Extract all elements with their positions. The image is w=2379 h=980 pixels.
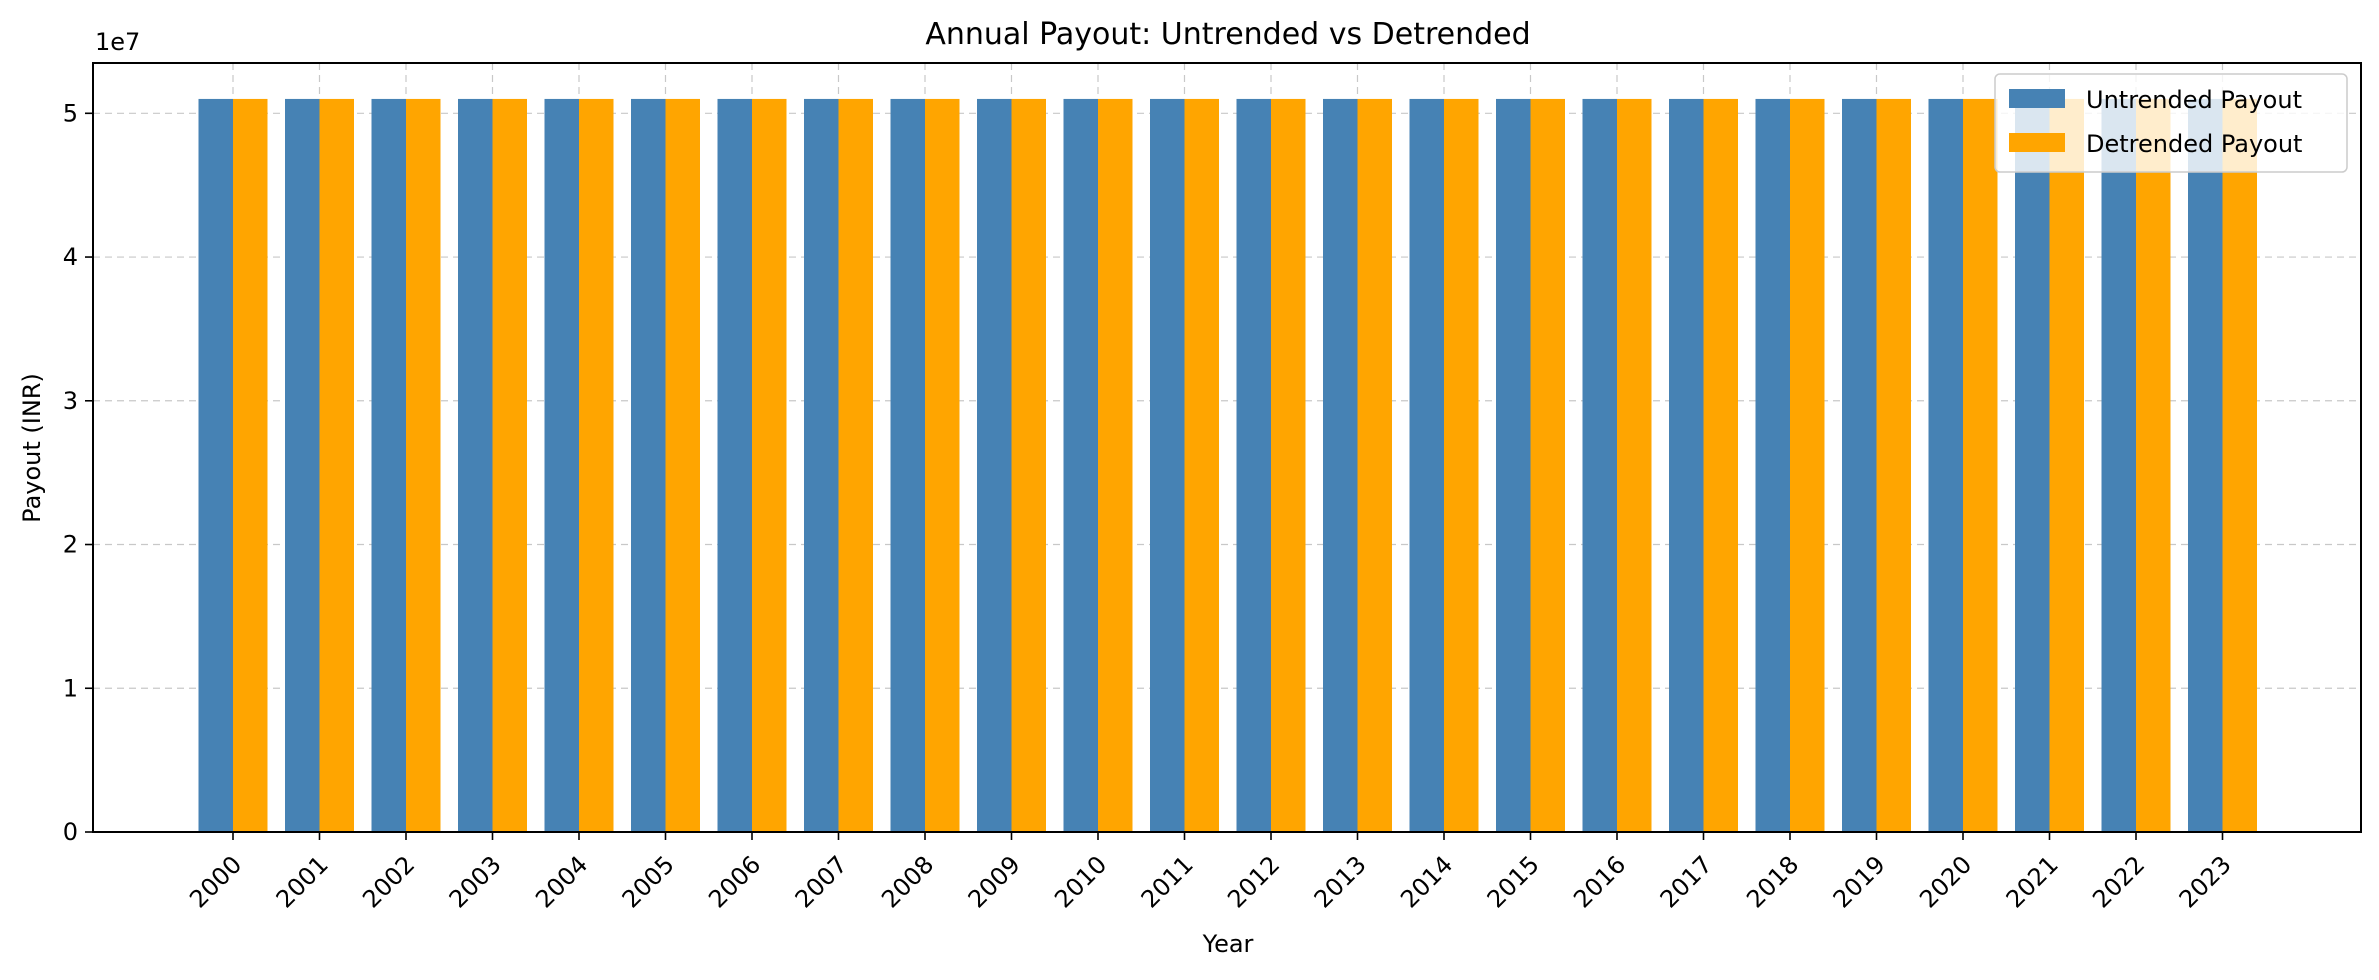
bar-detrended [1098,98,1133,833]
bar-untrended [2015,98,2050,833]
bar-untrended [1496,98,1531,833]
bar-detrended [579,98,614,833]
legend-label-detrended: Detrended Payout [2086,130,2302,158]
legend-swatch-detrended [2009,133,2065,152]
y-tick-label: 3 [63,387,78,415]
bar-untrended [631,98,666,833]
bar-detrended [1963,98,1998,833]
bar-untrended [1582,98,1617,833]
bar-untrended [977,98,1012,833]
bar-detrended [492,98,527,833]
bar-untrended [804,98,839,833]
y-offset-text: 1e7 [95,28,140,56]
bar-detrended [665,98,700,833]
bar-detrended [1271,98,1306,833]
bar-untrended [1063,98,1098,833]
y-axis-ticks: 0 1 2 3 4 5 [63,99,93,846]
y-tick-label: 1 [63,674,78,702]
bar-detrended [2222,98,2257,833]
bar-untrended [1150,98,1185,833]
bars [198,98,2257,833]
bar-untrended [1928,98,1963,833]
bar-detrended [406,98,441,833]
y-tick-label: 0 [63,818,78,846]
bar-detrended [2136,98,2171,833]
bar-detrended [233,98,268,833]
bar-untrended [371,98,406,833]
bar-untrended [458,98,493,833]
bar-untrended [2188,98,2223,833]
y-tick-label: 5 [63,99,78,127]
bar-untrended [717,98,752,833]
bar-untrended [1409,98,1444,833]
bar-detrended [838,98,873,833]
legend-label-untrended: Untrended Payout [2086,86,2302,114]
bar-untrended [1842,98,1877,833]
chart-title: Annual Payout: Untrended vs Detrended [925,17,1530,52]
y-tick-label: 2 [63,531,78,559]
bar-detrended [1444,98,1479,833]
plot-frame [92,62,2362,833]
y-tick-label: 4 [63,243,78,271]
bar-detrended [1011,98,1046,833]
legend-swatch-untrended [2009,89,2065,108]
bar-detrended [1357,98,1392,833]
bar-detrended [1184,98,1219,833]
bar-detrended [319,98,354,833]
bar-detrended [1703,98,1738,833]
bar-untrended [198,98,233,833]
bar-untrended [1236,98,1271,833]
bar-detrended [925,98,960,833]
legend: Untrended Payout Detrended Payout [1994,73,2348,173]
bar-untrended [285,98,320,833]
bar-detrended [2049,98,2084,833]
bar-untrended [544,98,579,833]
x-axis-label: Year [1202,930,1254,958]
bar-detrended [1876,98,1911,833]
y-axis-label: Payout (INR) [18,373,46,523]
bar-detrended [1530,98,1565,833]
bar-untrended [1755,98,1790,833]
bar-untrended [1323,98,1358,833]
bar-detrended [752,98,787,833]
bar-untrended [1669,98,1704,833]
bar-untrended [2101,98,2136,833]
legend-box [1994,73,2348,173]
bar-detrended [1790,98,1825,833]
bar-untrended [890,98,925,833]
bar-detrended [1617,98,1652,833]
